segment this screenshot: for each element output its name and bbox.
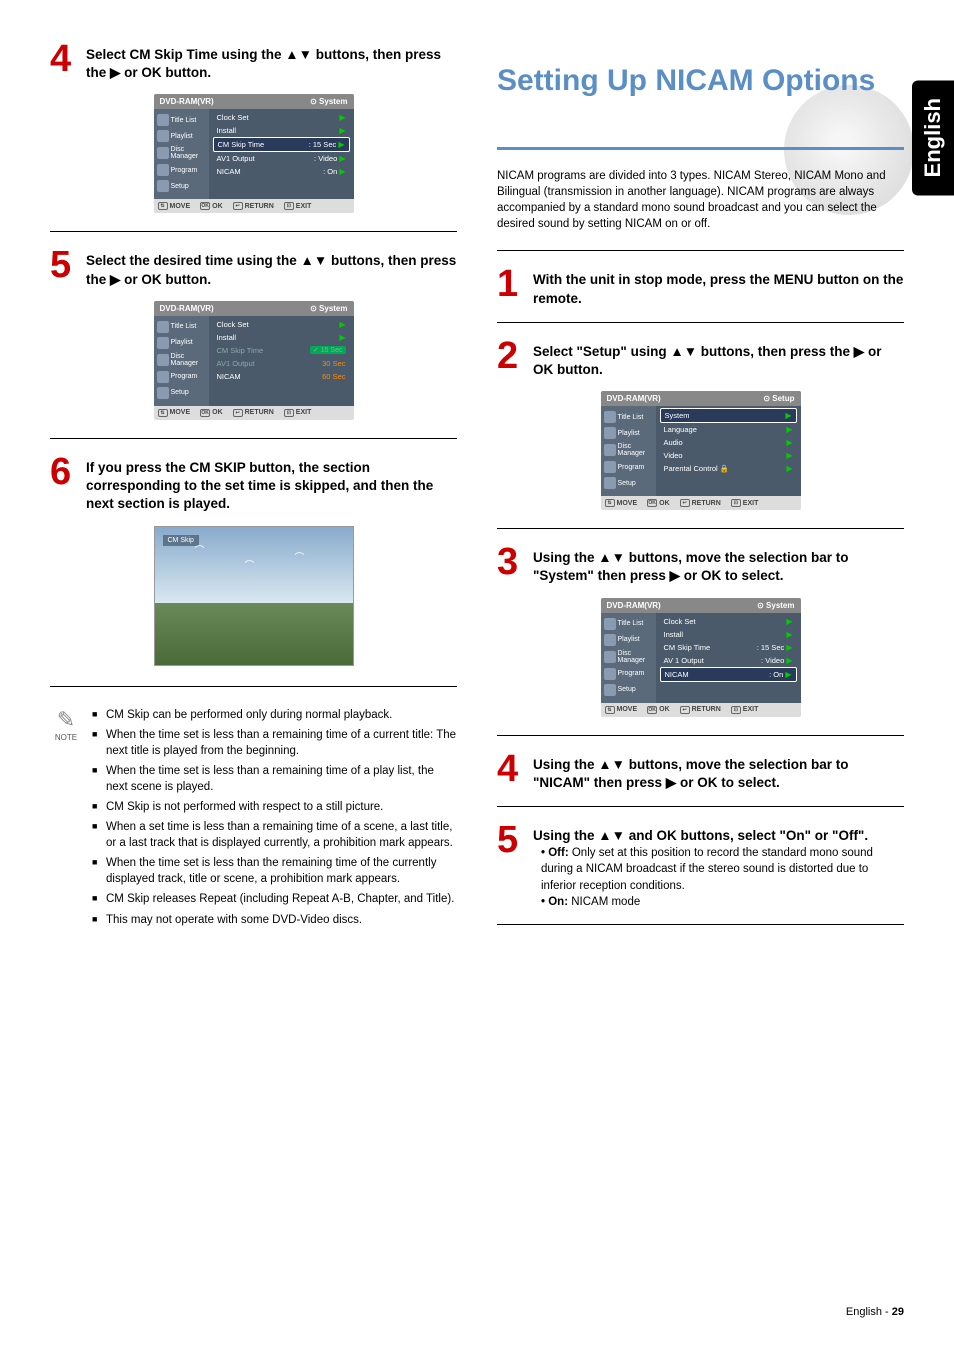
osd-screenshot-setup: DVD-RAM(VR) ⊙ Setup Title List Playlist … <box>601 391 801 510</box>
step-2-right: 2 Select "Setup" using ▲▼ buttons, then … <box>497 337 904 379</box>
step-number: 5 <box>497 821 525 859</box>
step-text: Using the ▲▼ and OK buttons, select "On"… <box>533 821 904 845</box>
osd-menu: Clock Set▶ Install▶ CM Skip Time✓ 15 Sec… <box>209 316 354 406</box>
step-text: With the unit in stop mode, press the ME… <box>533 265 904 307</box>
step-5-right: 5 Using the ▲▼ and OK buttons, select "O… <box>497 821 904 910</box>
section-title: Setting Up NICAM Options <box>497 40 904 150</box>
osd-header-section: ⊙ System <box>757 601 794 610</box>
note-item: CM Skip releases Repeat (including Repea… <box>92 891 457 907</box>
osd-screenshot-1: DVD-RAM(VR) ⊙ System Title List Playlist… <box>154 94 354 213</box>
photo-label: CM Skip <box>163 535 199 546</box>
osd-footer: ⇅ MOVE OK OK ↩ RETURN ⊡ EXIT <box>601 703 801 717</box>
intro-paragraph: NICAM programs are divided into 3 types.… <box>497 168 904 232</box>
right-column: Setting Up NICAM Options NICAM programs … <box>497 40 904 939</box>
step-1-right: 1 With the unit in stop mode, press the … <box>497 265 904 307</box>
osd-sidebar: Title List Playlist Disc Manager Program… <box>154 316 209 406</box>
osd-footer: ⇅ MOVE OK OK ↩ RETURN ⊡ EXIT <box>154 406 354 420</box>
step-3-right: 3 Using the ▲▼ buttons, move the selecti… <box>497 543 904 585</box>
osd-header-model: DVD-RAM(VR) <box>160 304 214 313</box>
step-text: Select CM Skip Time using the ▲▼ buttons… <box>86 40 457 82</box>
osd-menu: System▶ Language▶ Audio▶ Video▶ Parental… <box>656 406 801 496</box>
step-6-left: 6 If you press the CM SKIP button, the s… <box>50 453 457 514</box>
note-icon: ✎ NOTE <box>50 707 82 932</box>
cm-skip-photo: CM Skip ⌒ ⌒ ⌒ <box>154 526 354 666</box>
step-number: 2 <box>497 337 525 375</box>
step-text: Select "Setup" using ▲▼ buttons, then pr… <box>533 337 904 379</box>
osd-sidebar: Title List Playlist Disc Manager Program… <box>154 109 209 199</box>
osd-footer: ⇅ MOVE OK OK ↩ RETURN ⊡ EXIT <box>601 496 801 510</box>
osd-header-model: DVD-RAM(VR) <box>607 601 661 610</box>
step-4-left: 4 Select CM Skip Time using the ▲▼ butto… <box>50 40 457 82</box>
osd-menu: Clock Set▶ Install▶ CM Skip Time: 15 Sec… <box>209 109 354 199</box>
page-footer: English - 29 <box>846 1306 904 1318</box>
osd-screenshot-nicam: DVD-RAM(VR) ⊙ System Title List Playlist… <box>601 598 801 717</box>
note-item: When the time set is less than a remaini… <box>92 763 457 795</box>
step-number: 4 <box>497 750 525 788</box>
step-number: 1 <box>497 265 525 303</box>
step-5-left: 5 Select the desired time using the ▲▼ b… <box>50 246 457 288</box>
note-item: CM Skip is not performed with respect to… <box>92 799 457 815</box>
osd-header-model: DVD-RAM(VR) <box>160 97 214 106</box>
step-text: Select the desired time using the ▲▼ but… <box>86 246 457 288</box>
osd-sidebar: Title List Playlist Disc Manager Program… <box>601 406 656 496</box>
step-text: Using the ▲▼ buttons, move the selection… <box>533 543 904 585</box>
step5-on-detail: • On: NICAM mode <box>541 894 904 910</box>
note-item: When a set time is less than a remaining… <box>92 819 457 851</box>
osd-header-section: ⊙ System <box>310 304 347 313</box>
step-number: 6 <box>50 453 78 491</box>
note-list: CM Skip can be performed only during nor… <box>92 707 457 932</box>
note-item: This may not operate with some DVD-Video… <box>92 912 457 928</box>
osd-header-section: ⊙ Setup <box>763 394 794 403</box>
step-text: If you press the CM SKIP button, the sec… <box>86 453 457 514</box>
step-number: 5 <box>50 246 78 284</box>
osd-sidebar: Title List Playlist Disc Manager Program… <box>601 613 656 703</box>
step-number: 4 <box>50 40 78 78</box>
step-text: Using the ▲▼ buttons, move the selection… <box>533 750 904 792</box>
step5-off-detail: • Off: Only set at this position to reco… <box>541 845 904 893</box>
language-tab: English <box>912 80 954 195</box>
step-4-right: 4 Using the ▲▼ buttons, move the selecti… <box>497 750 904 792</box>
note-item: When the time set is less than the remai… <box>92 855 457 887</box>
left-column: 4 Select CM Skip Time using the ▲▼ butto… <box>50 40 457 939</box>
osd-header-section: ⊙ System <box>310 97 347 106</box>
page-content: 4 Select CM Skip Time using the ▲▼ butto… <box>50 40 904 939</box>
note-item: CM Skip can be performed only during nor… <box>92 707 457 723</box>
osd-screenshot-2: DVD-RAM(VR) ⊙ System Title List Playlist… <box>154 301 354 420</box>
step-number: 3 <box>497 543 525 581</box>
osd-header-model: DVD-RAM(VR) <box>607 394 661 403</box>
osd-menu: Clock Set▶ Install▶ CM Skip Time: 15 Sec… <box>656 613 801 703</box>
note-item: When the time set is less than a remaini… <box>92 727 457 759</box>
osd-footer: ⇅ MOVE OK OK ↩ RETURN ⊡ EXIT <box>154 199 354 213</box>
note-block: ✎ NOTE CM Skip can be performed only dur… <box>50 707 457 932</box>
